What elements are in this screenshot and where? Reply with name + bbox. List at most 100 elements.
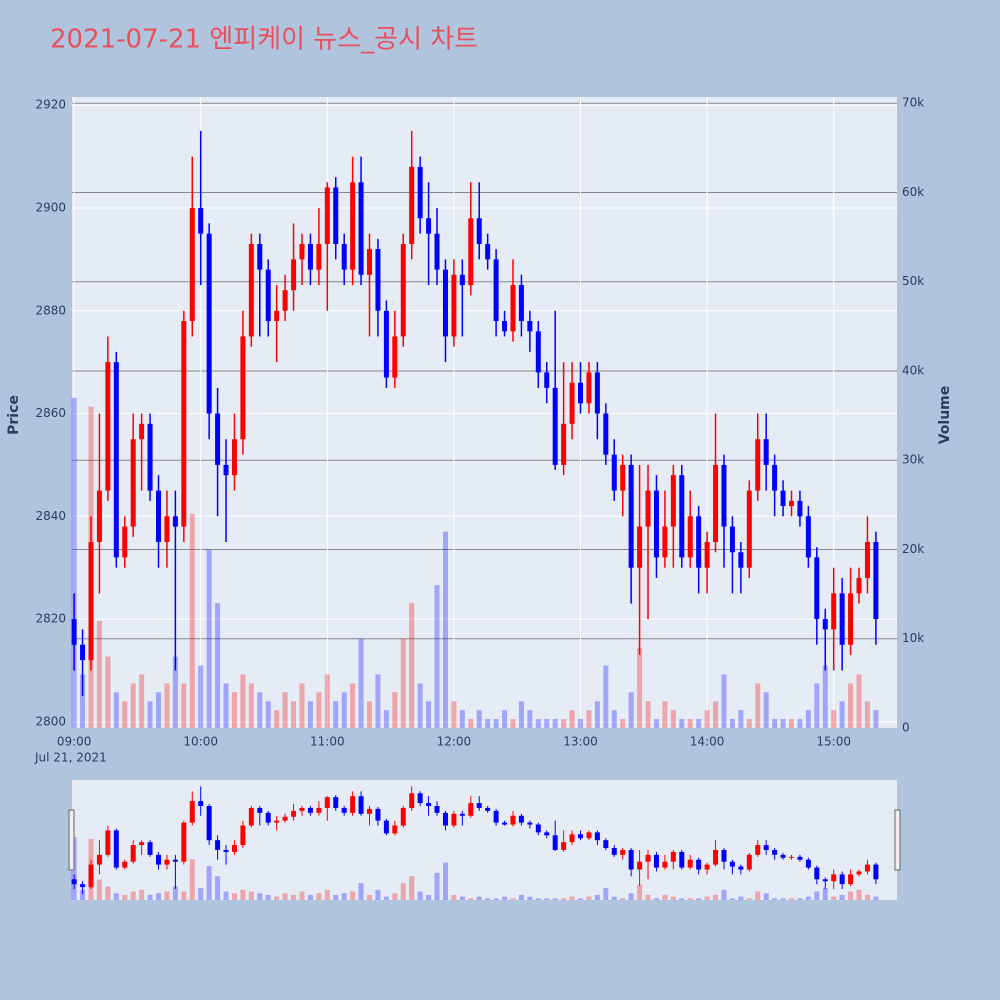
x-tick-label: 12:00: [437, 735, 472, 749]
volume-bar: [282, 692, 288, 728]
candle-body: [248, 243, 254, 337]
volume-bar: [274, 710, 280, 728]
candle-body: [367, 249, 373, 275]
candle-body: [814, 557, 820, 620]
volume-bar: [189, 513, 195, 728]
slider-volume-bar: [358, 883, 364, 900]
volume-bar: [544, 719, 550, 728]
volume-bar: [451, 701, 457, 728]
candle-body: [527, 321, 533, 332]
candle-body: [265, 269, 271, 322]
volume-bar: [738, 710, 744, 728]
slider-volume-bar: [181, 891, 187, 900]
range-slider[interactable]: [72, 780, 897, 900]
candle-body: [358, 182, 364, 275]
slider-candle-body: [485, 807, 491, 811]
slider-volume-bar: [721, 889, 727, 900]
slider-candle-body: [88, 864, 94, 888]
volume-bar: [231, 692, 237, 728]
candle-body: [637, 526, 643, 568]
candle-body: [231, 439, 237, 476]
volume-bar: [713, 701, 719, 728]
slider-candle-body: [721, 849, 727, 862]
candle-body: [603, 413, 609, 455]
slider-volume-bar: [139, 889, 145, 900]
slider-candle-body: [578, 834, 584, 839]
slider-volume-bar: [780, 898, 786, 900]
candle-body: [873, 541, 879, 620]
slider-volume-bar: [864, 894, 870, 900]
slider-candle-body: [181, 822, 187, 862]
slider-candle-body: [147, 842, 153, 855]
slider-volume-bar: [426, 894, 432, 900]
slider-candle-body: [772, 849, 778, 855]
candle-body: [696, 516, 702, 568]
slider-volume-bar: [240, 889, 246, 900]
slider-volume-bar: [468, 898, 474, 900]
volume-bar: [156, 692, 162, 728]
slider-volume-bar: [367, 894, 373, 900]
candle-body: [763, 439, 769, 465]
slider-volume-bar: [299, 891, 305, 900]
slider-candle-body: [189, 801, 195, 823]
slider-volume-bar: [265, 894, 271, 900]
slider-handle-right[interactable]: [894, 809, 901, 871]
slider-candle-body: [198, 801, 204, 806]
volume-bar: [375, 674, 381, 728]
volume-bar: [307, 701, 313, 728]
candle-body: [341, 243, 347, 270]
volume-bar: [316, 692, 322, 728]
candle-body: [713, 464, 719, 542]
slider-volume-bar: [814, 891, 820, 900]
slider-candle-body: [172, 859, 178, 862]
slider-volume-bar: [527, 896, 533, 900]
slider-volume-bar: [873, 896, 879, 900]
candle-body: [679, 475, 685, 558]
slider-candle-body: [417, 793, 423, 804]
volume-bar: [569, 710, 575, 728]
volume-bar: [535, 719, 541, 728]
slider-volume-bar: [578, 898, 584, 900]
volume-bar: [814, 683, 820, 728]
volume-bar: [746, 719, 752, 728]
slider-candle-body: [274, 820, 280, 823]
candle-body: [164, 516, 170, 542]
volume-bar: [417, 683, 423, 728]
candle-body: [88, 541, 94, 661]
slider-volume-bar: [383, 896, 389, 900]
candle-body: [662, 526, 668, 558]
slider-volume-bar: [215, 876, 221, 900]
y-tick-label: 2900: [35, 200, 66, 214]
slider-volume-bar: [307, 894, 313, 900]
candle-body: [130, 439, 136, 527]
slider-volume-bar: [113, 893, 119, 900]
volume-bar: [409, 603, 415, 728]
slider-candle-body: [864, 864, 870, 872]
volume-bar: [383, 710, 389, 728]
chart-title: 2021-07-21 엔피케이 뉴스_공시 차트: [50, 25, 478, 55]
slider-volume-bar: [755, 891, 761, 900]
volume-bar: [139, 674, 145, 728]
volume-bar: [729, 719, 735, 728]
slider-candle-body: [248, 807, 254, 826]
candle-body: [485, 243, 491, 260]
volume-bar: [105, 656, 111, 728]
slider-volume-bar: [729, 898, 735, 900]
volume-bar: [873, 710, 879, 728]
slider-candle-body: [392, 825, 398, 834]
slider-volume-bar: [687, 898, 693, 900]
slider-candle-body: [831, 874, 837, 882]
candle-body: [240, 336, 246, 440]
volume-bar: [611, 710, 617, 728]
slider-volume-bar: [248, 891, 254, 900]
candle-body: [687, 516, 693, 558]
volume-bar: [400, 638, 406, 728]
x-tick-label: 13:00: [563, 735, 598, 749]
slider-candle-body: [130, 845, 136, 862]
y-tick-label: 2920: [35, 98, 66, 112]
slider-volume-bar: [198, 888, 204, 900]
candle-body: [122, 526, 128, 558]
slider-handle-left[interactable]: [68, 809, 75, 871]
volume-bar: [822, 665, 828, 728]
